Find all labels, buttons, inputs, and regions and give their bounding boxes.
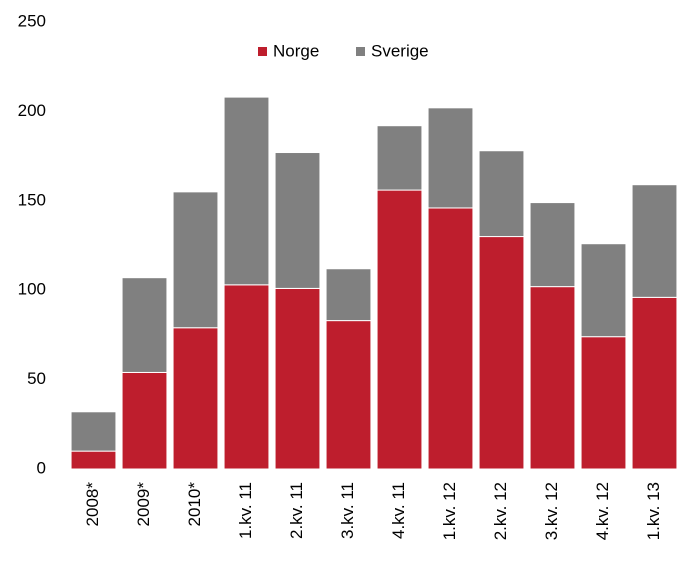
bar-segment (223, 96, 270, 286)
bar-segment (427, 207, 474, 470)
bar-segment (121, 371, 168, 470)
legend-label: Sverige (371, 41, 429, 60)
x-tick-label: 1.kv. 12 (440, 482, 459, 540)
bar-segment (274, 287, 321, 470)
bar-segment (121, 277, 168, 373)
x-tick-label: 2.kv. 11 (287, 482, 306, 539)
bar-segment (631, 184, 678, 298)
bar-segment (529, 202, 576, 288)
bar-segment (427, 107, 474, 209)
y-tick-label: 50 (27, 369, 46, 388)
bar-segment (274, 152, 321, 289)
x-tick-label: 1.kv. 13 (644, 482, 663, 540)
y-tick-label: 150 (18, 190, 46, 209)
y-tick-label: 250 (18, 11, 46, 30)
bar-segment (478, 150, 525, 238)
x-tick-label: 3.kv. 11 (338, 482, 357, 539)
legend-swatch (258, 47, 267, 56)
bar-segment (325, 268, 372, 322)
bar-segment (478, 236, 525, 470)
x-tick-label: 3.kv. 12 (542, 482, 561, 540)
y-tick-label: 200 (18, 101, 46, 120)
bar-segment (376, 189, 423, 470)
bar-segment (631, 296, 678, 470)
bar-segment (70, 450, 117, 470)
bar-segment (580, 243, 627, 338)
bar-segment (70, 411, 117, 452)
x-tick-label: 2009* (134, 482, 153, 527)
y-tick-label: 100 (18, 280, 46, 299)
x-tick-label: 2010* (185, 482, 204, 527)
x-tick-label: 2008* (83, 482, 102, 527)
bar-segment (223, 284, 270, 470)
x-tick-label: 4.kv. 12 (593, 482, 612, 540)
bar-segment (172, 327, 219, 470)
legend-swatch (356, 47, 365, 56)
bar-segment (325, 320, 372, 470)
x-tick-label: 2.kv. 12 (491, 482, 510, 540)
bar-segment (172, 191, 219, 329)
bar-segment (376, 125, 423, 191)
x-tick-label: 4.kv. 11 (389, 482, 408, 539)
bar-segment (580, 336, 627, 470)
y-tick-label: 0 (37, 458, 46, 477)
x-tick-label: 1.kv. 11 (236, 482, 255, 539)
bar-segment (529, 286, 576, 470)
legend-label: Norge (273, 41, 319, 60)
